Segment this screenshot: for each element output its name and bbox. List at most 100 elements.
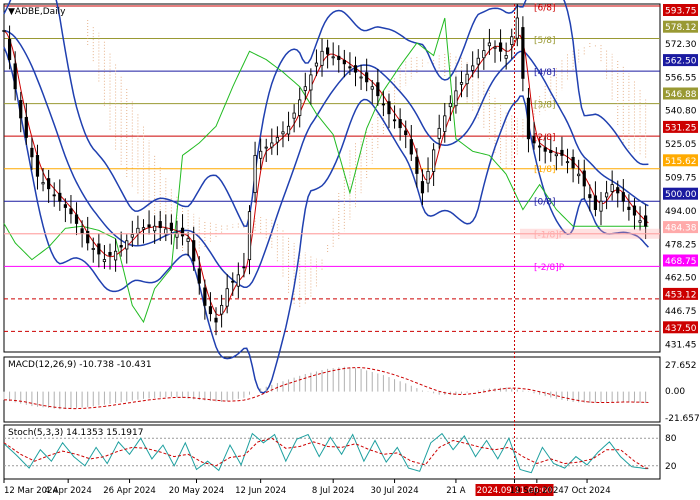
level-price-badge — [663, 87, 698, 100]
price-bar-body — [47, 178, 51, 190]
price-bar-body — [270, 142, 274, 148]
price-bar-body — [549, 150, 553, 154]
x-tick-label: 20 May 2024 — [169, 486, 224, 496]
price-bar-body — [35, 155, 40, 177]
level-price-badge — [663, 54, 698, 67]
price-bar-body — [303, 86, 307, 91]
price-bar-body — [298, 99, 302, 116]
price-bar-body — [532, 135, 536, 144]
price-bar-body — [571, 156, 575, 169]
price-bar-body — [158, 221, 162, 229]
price-bar-body — [565, 161, 570, 164]
price-bar-body — [264, 146, 268, 149]
stoch-y-tick-label: 20 — [665, 462, 677, 472]
y-tick-label: 531.25 — [665, 123, 697, 133]
price-bar-body — [426, 170, 430, 184]
price-bar-body — [376, 82, 380, 97]
price-bar-body — [471, 65, 475, 71]
price-bar-body — [97, 243, 101, 255]
price-bar-body — [281, 131, 285, 135]
price-bar-body — [432, 149, 436, 172]
price-bar-body — [292, 112, 296, 119]
price-bar-body — [180, 227, 185, 237]
price-bar-body — [30, 147, 34, 158]
stoch-main-line — [3, 432, 649, 474]
murrey-level-label: [6/8] — [534, 4, 556, 14]
price-bar-body — [521, 27, 525, 79]
y-tick-label: 431.45 — [665, 341, 697, 351]
price-bar-body — [164, 228, 168, 235]
price-bar-body — [632, 205, 637, 216]
macd-y-tick-label: -21.657 — [665, 414, 700, 424]
level-price-badge — [663, 154, 698, 167]
y-tick-label: 453.12 — [665, 290, 697, 300]
murrey-level-label: [3/8] — [534, 101, 556, 111]
price-bar-body — [493, 46, 497, 49]
price-bar-body — [247, 211, 252, 261]
x-tick-label: 2024.09.11 00:00 — [477, 486, 553, 496]
price-bar-body — [454, 90, 458, 107]
price-bar-body — [24, 117, 28, 138]
level-price-badge — [663, 221, 698, 234]
price-bar-body — [153, 225, 157, 232]
price-bar-body — [437, 127, 441, 139]
price-bar-body — [593, 195, 598, 210]
price-bar-body — [13, 63, 17, 90]
price-bar-body — [125, 240, 129, 250]
price-bar-body — [359, 76, 363, 79]
price-bar-body — [130, 234, 134, 238]
price-bar-body — [644, 215, 648, 227]
macd-y-tick-label: 0.00 — [665, 387, 685, 397]
y-tick-label: 500.00 — [665, 190, 697, 200]
y-tick-label: 578.12 — [665, 23, 697, 33]
price-bar-body — [337, 55, 341, 61]
price-bar-body — [231, 280, 235, 283]
price-bar-body — [253, 155, 257, 193]
price-bar-body — [638, 220, 642, 223]
price-bar-body — [175, 232, 179, 238]
stoch-title: Stoch(5,3,3) 14.1353 15.1917 — [8, 428, 143, 438]
price-bar-body — [365, 72, 369, 83]
price-bar-body — [554, 153, 558, 157]
price-bars — [2, 3, 648, 336]
macd-histogram — [3, 366, 647, 410]
price-bar-body — [415, 156, 419, 174]
price-bar-body — [420, 181, 425, 194]
panel-frame-1 — [3, 3, 661, 353]
y-tick-label: 546.88 — [665, 90, 697, 100]
price-bar-body — [203, 287, 207, 306]
x-tick-label: 7 Oct 2024 — [563, 486, 610, 496]
x-tick-label: 12 Mar 2024 — [4, 486, 58, 496]
bollinger-middle-line — [3, 29, 649, 289]
price-bar-body — [102, 259, 107, 263]
price-bar-body — [381, 103, 385, 106]
price-bar-body — [404, 130, 408, 135]
price-bar-body — [86, 231, 90, 244]
price-bar-body — [286, 125, 291, 135]
level-price-badge — [663, 20, 698, 33]
price-bar-body — [599, 200, 603, 212]
price-bar-body — [627, 206, 631, 210]
price-bar-body — [320, 50, 324, 66]
y-tick-label: 446.75 — [665, 307, 697, 317]
price-bar-body — [69, 208, 73, 215]
y-tick-label: 562.50 — [665, 57, 697, 67]
price-bar-body — [41, 182, 45, 185]
price-bar-body — [610, 184, 614, 192]
price-bar-body — [526, 97, 531, 140]
murrey-level-label: [2/8] — [534, 133, 556, 143]
level-price-badge — [663, 187, 698, 200]
price-bar-body — [331, 56, 335, 59]
price-bar-body — [7, 38, 12, 61]
price-bar-body — [91, 248, 95, 250]
price-bar-body — [560, 149, 564, 156]
y-tick-label: 484.38 — [665, 224, 697, 234]
price-bar-body — [275, 136, 279, 143]
price-bar-body — [192, 240, 196, 262]
price-bar-body — [186, 238, 190, 242]
x-tick-label: 30 Jul 2024 — [371, 486, 419, 496]
murrey-level-label: [4/8] — [534, 68, 556, 78]
price-bar-body — [52, 194, 56, 197]
price-bar-body — [326, 47, 330, 55]
